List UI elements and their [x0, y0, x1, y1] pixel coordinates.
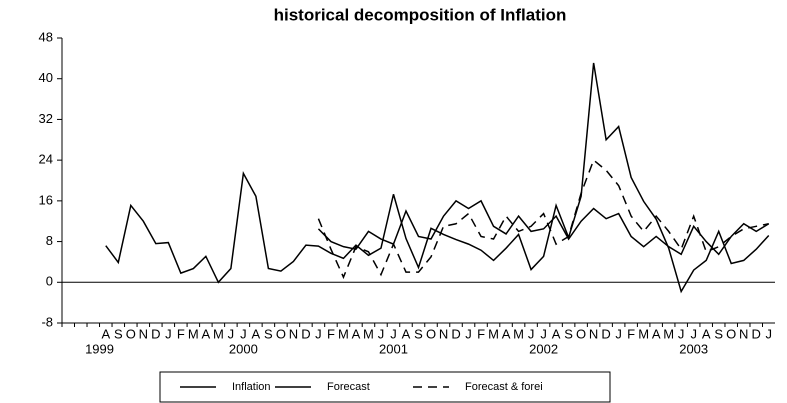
x-tick-label: J	[228, 326, 235, 341]
x-tick-label: J	[165, 326, 172, 341]
x-tick-label: A	[552, 326, 561, 341]
x-tick-label: J	[240, 326, 247, 341]
x-tick-label: F	[327, 326, 335, 341]
x-tick-label: N	[139, 326, 148, 341]
x-tick-label: D	[301, 326, 310, 341]
year-label: 2002	[529, 341, 558, 356]
x-tick-label: A	[502, 326, 511, 341]
x-tick-label: M	[513, 326, 524, 341]
x-tick-label: A	[652, 326, 661, 341]
x-tick-label: J	[540, 326, 547, 341]
x-tick-label: O	[426, 326, 436, 341]
x-tick-label: A	[252, 326, 261, 341]
y-tick-label: 48	[39, 29, 53, 44]
x-tick-label: S	[714, 326, 723, 341]
y-tick-label: 16	[39, 192, 53, 207]
y-tick-label: 32	[39, 111, 53, 126]
x-tick-label: S	[414, 326, 423, 341]
x-tick-label: J	[678, 326, 685, 341]
x-tick-label: D	[752, 326, 761, 341]
y-tick-label: 0	[46, 274, 53, 289]
x-tick-label: S	[564, 326, 573, 341]
y-tick-label: 8	[46, 233, 53, 248]
series-line	[317, 158, 769, 280]
x-tick-label: J	[465, 326, 472, 341]
x-tick-label: J	[615, 326, 622, 341]
x-tick-label: N	[439, 326, 448, 341]
x-tick-label: F	[177, 326, 185, 341]
x-tick-label: N	[589, 326, 598, 341]
x-tick-label: J	[390, 326, 397, 341]
x-tick-label: M	[638, 326, 649, 341]
legend-box	[159, 371, 611, 403]
x-tick-label: D	[601, 326, 610, 341]
x-tick-label: A	[702, 326, 711, 341]
x-tick-label: N	[739, 326, 748, 341]
year-label: 1999	[85, 341, 114, 356]
x-tick-label: S	[264, 326, 273, 341]
x-tick-label: S	[114, 326, 123, 341]
x-tick-label: O	[126, 326, 136, 341]
x-tick-label: D	[151, 326, 160, 341]
x-tick-label: J	[528, 326, 535, 341]
x-tick-label: D	[451, 326, 460, 341]
x-tick-label: F	[627, 326, 635, 341]
x-tick-label: M	[188, 326, 199, 341]
series-line	[105, 62, 770, 294]
x-tick-label: M	[488, 326, 499, 341]
year-label: 2001	[379, 341, 408, 356]
y-tick-label: -8	[41, 314, 53, 329]
chart-title: historical decomposition of Inflation	[274, 5, 567, 24]
x-tick-label: A	[402, 326, 411, 341]
x-tick-label: A	[352, 326, 361, 341]
x-tick-label: O	[726, 326, 736, 341]
x-tick-label: F	[477, 326, 485, 341]
legend-label: Forecast & forei	[465, 381, 543, 393]
x-tick-label: J	[765, 326, 772, 341]
x-tick-label: M	[213, 326, 224, 341]
legend-label: Forecast	[327, 381, 370, 393]
x-tick-label: M	[663, 326, 674, 341]
x-tick-label: J	[690, 326, 697, 341]
y-tick-label: 24	[39, 152, 53, 167]
legend-label: Inflation	[232, 381, 271, 393]
year-label: 2000	[229, 341, 258, 356]
x-tick-label: A	[101, 326, 110, 341]
x-tick-label: J	[378, 326, 385, 341]
year-label: 2003	[679, 341, 708, 356]
x-tick-label: J	[315, 326, 322, 341]
x-tick-label: O	[576, 326, 586, 341]
x-tick-label: N	[289, 326, 298, 341]
x-tick-label: A	[202, 326, 211, 341]
x-tick-label: O	[276, 326, 286, 341]
x-tick-label: M	[363, 326, 374, 341]
y-tick-label: 40	[39, 70, 53, 85]
x-tick-label: M	[338, 326, 349, 341]
